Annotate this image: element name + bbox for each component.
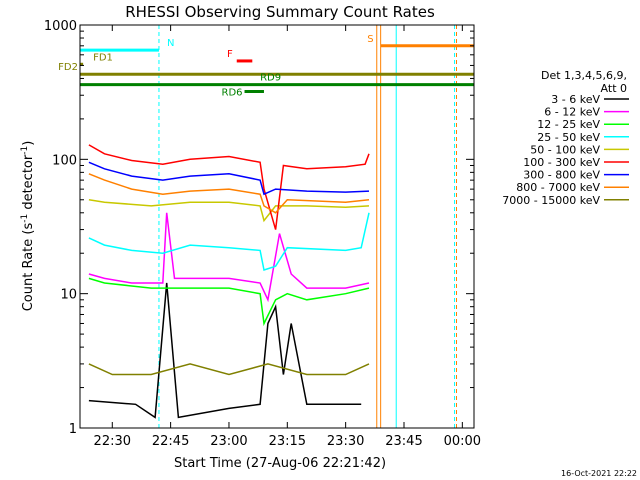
y-axis-label-sup2: -1	[20, 146, 30, 155]
x-tick-label: 22:30	[94, 434, 131, 449]
x-tick-label: 23:00	[210, 434, 247, 449]
legend-title-line-2: Att 0	[601, 82, 627, 95]
series-line-100-300-kev	[88, 144, 370, 230]
flag-label-rd9: RD9	[260, 73, 281, 84]
legend-label-3-6-kev: 3 - 6 keV	[551, 93, 600, 106]
legend-label-50-100-kev: 50 - 100 keV	[530, 143, 600, 156]
axis-ticks: 22:30 22:45 23:00 23:15 23:30 23:45 00:00 1 10 10…	[44, 19, 481, 449]
flag-bars: N S F FD1 FD2 RD9 RD6	[58, 34, 474, 98]
date-stamp: 16-Oct-2021 22:22	[561, 469, 637, 478]
y-axis-label-end: )	[21, 141, 36, 146]
legend-label-25-50-kev: 25 - 50 keV	[537, 131, 600, 144]
y-axis-label: Count Rate (s-1 detector-1)	[20, 141, 36, 312]
legend-label-800-7000-kev: 800 - 7000 keV	[516, 181, 600, 194]
series-line-3-6-kev	[88, 282, 362, 419]
flag-label-rd6: RD6	[222, 87, 243, 98]
legend-label-7000-15000-kev: 7000 - 15000 keV	[502, 194, 600, 207]
series-line-300-800-kev	[88, 161, 370, 196]
plot-frame	[79, 24, 475, 429]
flag-label-s: S	[367, 34, 373, 45]
series-line-25-50-kev	[88, 212, 370, 271]
flag-label-fd2: FD2	[58, 62, 78, 73]
legend-label-12-25-kev: 12 - 25 keV	[537, 118, 600, 131]
series-line-800-7000-kev	[88, 173, 370, 214]
flag-label-fd1: FD1	[93, 52, 113, 63]
y-tick-label: 1000	[44, 19, 77, 34]
series-line-7000-15000-kev	[88, 363, 370, 376]
y-axis-label-sup1: -1	[20, 214, 30, 223]
y-tick-label: 1	[69, 422, 77, 437]
series-line-12-25-kev	[88, 277, 370, 327]
y-axis-label-main: Count Rate (s	[21, 223, 36, 312]
legend-label-6-12-kev: 6 - 12 keV	[544, 106, 600, 119]
x-tick-label: 00:00	[444, 434, 481, 449]
legend-title-line-1: Det 1,3,4,5,6,9,	[541, 69, 627, 82]
y-tick-label: 100	[52, 153, 77, 168]
x-tick-label: 23:15	[269, 434, 306, 449]
legend-label-100-300-kev: 100 - 300 keV	[523, 156, 600, 169]
x-tick-label: 22:45	[152, 434, 189, 449]
x-axis-label: Start Time (27-Aug-06 22:21:42)	[174, 456, 386, 471]
x-tick-label: 23:30	[327, 434, 364, 449]
y-tick-label: 10	[60, 288, 77, 303]
x-tick-label: 23:45	[385, 434, 422, 449]
series-line-50-100-kev	[88, 199, 370, 223]
series-line-6-12-kev	[88, 212, 370, 303]
flag-label-f: F	[227, 49, 233, 60]
series-lines	[88, 144, 370, 419]
flag-label-n: N	[167, 38, 174, 49]
chart-title: RHESSI Observing Summary Count Rates	[125, 3, 435, 21]
y-axis-label-mid: detector	[21, 154, 36, 214]
legend-label-300-800-kev: 300 - 800 keV	[523, 169, 600, 182]
